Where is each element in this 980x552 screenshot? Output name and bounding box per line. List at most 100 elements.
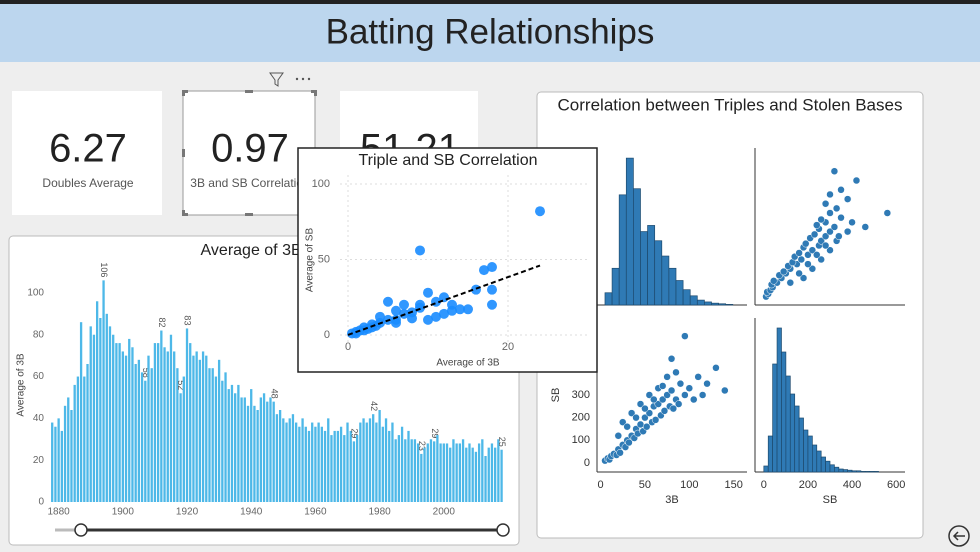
bar: [95, 301, 99, 502]
bar: [67, 397, 70, 502]
bar: [153, 343, 157, 502]
slider-handle[interactable]: [496, 523, 510, 537]
hist-bar: [834, 466, 840, 473]
point: [632, 413, 640, 422]
point: [821, 241, 830, 250]
bar: [388, 430, 391, 502]
bar: [60, 430, 63, 502]
point: [663, 373, 671, 381]
y-tick-label: 50: [318, 253, 330, 265]
point: [721, 386, 729, 395]
bar: [57, 418, 60, 502]
point: [703, 379, 711, 388]
hist-bar: [776, 327, 782, 473]
data-label: 106: [99, 262, 109, 277]
point: [455, 304, 465, 315]
bar: [179, 393, 182, 502]
y-tick-label: 0: [38, 497, 44, 508]
hist-bar: [838, 468, 844, 473]
y-axis-label: Average of 3B: [16, 353, 27, 417]
point: [625, 438, 633, 447]
bar: [423, 447, 426, 502]
data-label: 83: [183, 315, 193, 325]
hist-bar: [772, 363, 778, 473]
point: [799, 274, 808, 282]
bar: [487, 447, 490, 502]
hist-bar: [725, 304, 734, 306]
bar: [275, 414, 279, 502]
bar: [259, 397, 263, 502]
y-tick-label: 100: [312, 178, 330, 190]
point: [651, 416, 660, 424]
bar: [407, 430, 410, 502]
hist-bar: [869, 471, 875, 473]
point: [843, 227, 852, 236]
bar: [391, 422, 394, 502]
bar: [381, 426, 384, 502]
point: [685, 384, 694, 392]
hist-bar: [860, 471, 866, 473]
point: [813, 221, 821, 229]
x-tick-label: 200: [799, 479, 817, 491]
point: [672, 368, 680, 377]
bar: [166, 351, 169, 502]
bar: [307, 430, 311, 502]
point: [852, 176, 861, 185]
back-button[interactable]: [948, 525, 970, 547]
bar: [465, 447, 468, 502]
bar: [192, 355, 195, 502]
data-label: 42: [369, 401, 379, 411]
bar: [176, 368, 179, 502]
filter-icon[interactable]: [269, 72, 284, 87]
point: [667, 355, 676, 363]
bar: [105, 313, 108, 502]
bar: [477, 443, 481, 502]
bar: [397, 435, 401, 502]
bar: [420, 453, 423, 502]
point: [627, 409, 636, 417]
bar: [490, 443, 494, 502]
hist-bar: [820, 456, 826, 473]
bar: [429, 439, 433, 502]
bar: [63, 405, 67, 502]
bar: [246, 405, 250, 502]
hist-bar: [682, 289, 691, 306]
x-axis-label: Average of 3B: [436, 358, 500, 369]
y-tick-label: 40: [33, 413, 45, 424]
bar: [150, 368, 153, 502]
x-tick-label: 400: [843, 479, 861, 491]
more-icon[interactable]: [295, 77, 311, 81]
bar: [336, 430, 340, 502]
bar: [237, 384, 240, 502]
bar: [227, 389, 230, 502]
bar: [413, 439, 417, 502]
chart-title: Triple and SB Correlation: [358, 152, 537, 169]
hist-bar: [789, 393, 796, 473]
point: [817, 237, 825, 245]
hist-bar: [873, 471, 879, 473]
point: [636, 420, 645, 429]
point: [817, 215, 825, 224]
point: [658, 395, 667, 404]
bar: [339, 426, 343, 502]
point: [883, 209, 892, 217]
bar: [452, 439, 455, 502]
point: [667, 386, 676, 395]
hist-bar: [829, 464, 835, 473]
hist-bar: [618, 194, 627, 306]
bar: [317, 422, 320, 502]
point: [832, 204, 841, 213]
hist-bar: [633, 188, 641, 306]
hist-bar: [696, 299, 705, 306]
slider-handle[interactable]: [74, 523, 88, 537]
card[interactable]: [12, 91, 162, 215]
bar: [144, 380, 147, 502]
chart-title: Correlation between Triples and Stolen B…: [558, 95, 903, 114]
bar: [359, 422, 362, 502]
hist-bar: [812, 444, 818, 473]
bar: [320, 426, 323, 502]
x-tick-label: 100: [680, 479, 698, 491]
bar: [282, 418, 285, 502]
point: [623, 422, 631, 431]
